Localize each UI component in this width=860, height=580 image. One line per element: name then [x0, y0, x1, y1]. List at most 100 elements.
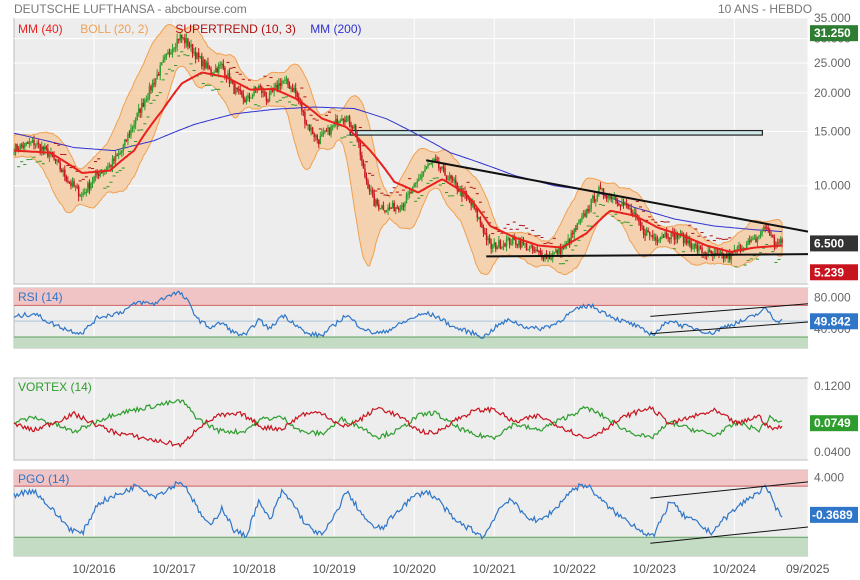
rsi-value-label: 49.842: [814, 314, 851, 328]
candle-body: [171, 48, 174, 54]
candle-body: [767, 227, 769, 230]
candle-body: [379, 208, 382, 210]
candle-body: [197, 52, 200, 58]
candle-body: [719, 252, 722, 254]
candle-body: [16, 144, 18, 150]
candle-body: [402, 205, 405, 207]
candle-body: [24, 142, 26, 148]
candle-body: [776, 242, 779, 246]
candle-body: [131, 127, 134, 129]
candle-body: [219, 64, 222, 66]
candle-body: [491, 244, 494, 249]
candle-body: [578, 221, 580, 224]
candle-body: [425, 166, 428, 170]
candle-body: [381, 205, 383, 209]
pgo-value-badge: [810, 506, 858, 523]
candle-body: [441, 166, 443, 170]
candle-body: [618, 203, 620, 206]
candle-body: [288, 84, 291, 89]
candle-body: [108, 165, 111, 167]
candle-body: [424, 169, 426, 172]
pgo-oversold-zone: [14, 537, 808, 556]
candle-body: [284, 79, 286, 81]
candle-body: [501, 246, 503, 249]
candle-body: [645, 230, 648, 236]
candle-body: [450, 175, 452, 179]
candle-body: [619, 205, 622, 207]
candle-body: [408, 191, 411, 194]
candle-body: [502, 243, 505, 247]
candle-body: [699, 246, 702, 248]
candle-body: [100, 172, 103, 174]
candle-body: [56, 160, 58, 162]
candle-body: [747, 240, 749, 244]
candle-body: [127, 134, 129, 141]
candle-body: [119, 152, 121, 154]
candle-body: [535, 249, 537, 252]
candle-body: [633, 212, 636, 214]
candle-body: [505, 239, 508, 247]
candle-body: [675, 233, 677, 240]
candle-body: [410, 191, 412, 193]
x-tick-label: 10/2018: [232, 562, 276, 576]
candle-body: [350, 125, 352, 128]
candle-body: [498, 240, 500, 247]
vortex-y-tick-label: 0.1200: [814, 379, 851, 393]
candle-body: [210, 68, 212, 74]
candle-body: [22, 145, 24, 148]
rsi-overbought-zone: [14, 288, 808, 306]
price-y-tick-label: 25.000: [814, 56, 851, 70]
candle-body: [141, 102, 143, 113]
candle-body: [153, 83, 155, 85]
candle-body: [201, 56, 203, 67]
candle-body: [692, 248, 694, 250]
candle-body: [142, 102, 145, 107]
price-marker-label: 31.250: [814, 26, 851, 40]
resistance-zone: [349, 129, 763, 136]
candle-body: [770, 234, 773, 236]
candle-body: [732, 252, 734, 254]
candle-body: [364, 168, 366, 177]
candle-body: [416, 181, 419, 183]
candle-body: [601, 188, 603, 190]
candle-body: [136, 113, 138, 121]
candle-body: [387, 207, 389, 211]
candle-body: [19, 144, 21, 150]
candle-body: [391, 202, 394, 209]
x-tick-label: 10/2019: [312, 562, 356, 576]
candle-body: [185, 38, 188, 44]
candle-body: [28, 142, 31, 145]
candle-body: [270, 90, 272, 93]
candle-body: [76, 186, 78, 188]
candle-body: [247, 95, 249, 99]
candle-body: [518, 240, 520, 246]
candle-body: [665, 232, 668, 238]
candle-body: [290, 87, 292, 89]
candle-body: [33, 140, 35, 146]
candle-body: [753, 238, 756, 240]
candle-body: [330, 126, 332, 135]
pgo-trendline: [650, 526, 809, 544]
candle-body: [461, 188, 463, 197]
candle-body: [25, 142, 28, 144]
candle-body: [296, 93, 298, 97]
candle-body: [242, 94, 245, 100]
candle-body: [94, 172, 97, 177]
vortex-y-tick-label: 0.0400: [814, 445, 851, 459]
candle-body: [57, 160, 60, 163]
candle-body: [581, 215, 583, 220]
pgo-overbought-zone: [14, 470, 808, 487]
candle-body: [588, 209, 591, 212]
candle-body: [693, 244, 696, 249]
chart-title-group: DEUTSCHE LUFTHANSA - abcbourse.com: [14, 2, 247, 16]
candle-body: [97, 174, 100, 176]
candle-body: [453, 179, 455, 181]
candle-body: [202, 59, 205, 67]
candle-body: [113, 158, 115, 161]
candle-body: [696, 245, 699, 252]
candle-body: [673, 231, 676, 240]
price-legend-item: SUPERTREND (10, 3): [175, 22, 295, 36]
candle-body: [34, 144, 37, 146]
candle-body: [742, 247, 745, 249]
candle-body: [595, 199, 597, 202]
